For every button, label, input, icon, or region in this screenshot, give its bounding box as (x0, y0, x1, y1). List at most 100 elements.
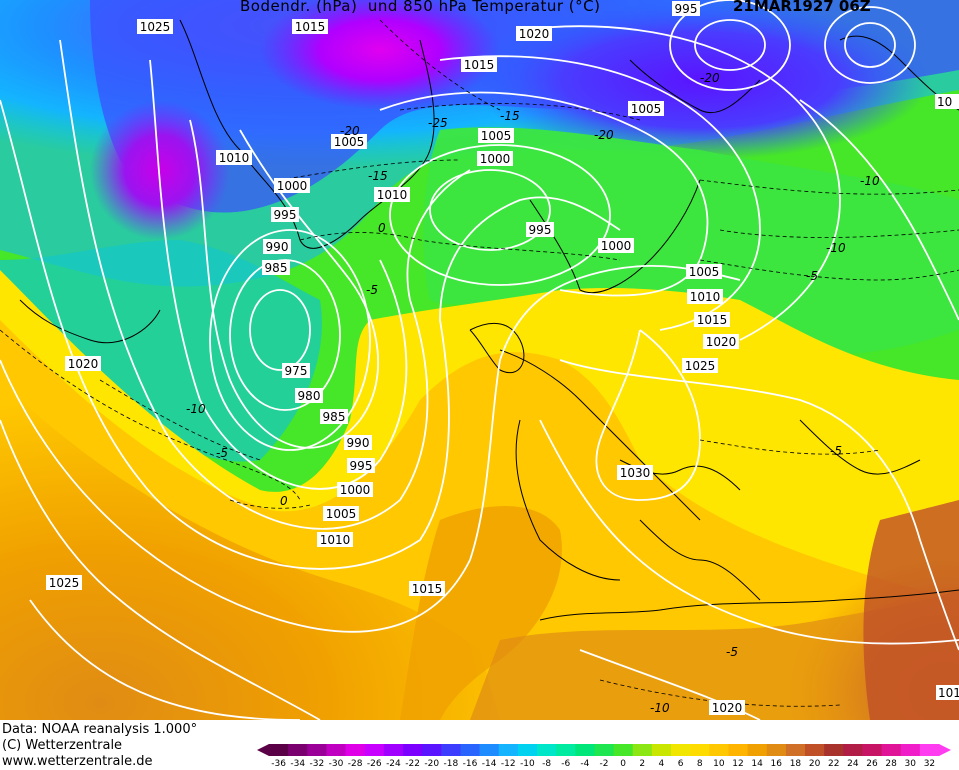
colorbar-tick-label: -36 (271, 759, 286, 769)
colorbar-tick-label: -8 (542, 759, 551, 769)
colorbar-tick-label: 20 (809, 759, 821, 769)
isobar-label: 985 (320, 409, 348, 424)
colorbar-tick-label: 22 (828, 759, 839, 769)
colorbar-tick-label: -34 (290, 759, 305, 769)
isobar-label: 1015 (694, 312, 730, 327)
deep-orange-sw (0, 380, 500, 720)
isobar-label: 1020 (65, 356, 101, 371)
colorbar-swatch (556, 744, 576, 756)
isobar-label: 1025 (46, 575, 82, 590)
isobar-label: 1025 (682, 358, 718, 373)
svg-text:995: 995 (274, 208, 297, 222)
colorbar-tick-label: 28 (885, 759, 897, 769)
isobar-label: 1030 (617, 465, 653, 480)
colorbar-tick-label: -30 (329, 759, 344, 769)
colorbar-tick-label: 0 (620, 759, 626, 769)
colorbar-tick-label: -2 (600, 759, 609, 769)
svg-text:990: 990 (266, 240, 289, 254)
svg-text:101: 101 (938, 686, 959, 700)
red-southeast (863, 500, 959, 720)
isobar-label: 1010 (317, 532, 353, 547)
isobar-label: 1005 (478, 128, 514, 143)
colorbar-tick-label: 32 (924, 759, 935, 769)
colorbar-swatch (690, 744, 710, 756)
temp-label: 0 (378, 221, 386, 235)
svg-text:1000: 1000 (480, 152, 511, 166)
green-scandinavia (423, 127, 959, 354)
colorbar-tick-label: 30 (905, 759, 917, 769)
colorbar-swatch (651, 744, 672, 756)
temp-label: -10 (860, 174, 880, 188)
svg-text:1015: 1015 (697, 313, 728, 327)
svg-text:1020: 1020 (68, 357, 99, 371)
colorbar-swatch (824, 744, 844, 756)
svg-text:1005: 1005 (631, 102, 662, 116)
colorbar-swatch (479, 744, 500, 756)
colorbar-tick-label: 24 (847, 759, 859, 769)
colorbar-swatch (709, 744, 729, 756)
svg-text:995: 995 (529, 223, 552, 237)
colorbar-swatch (613, 744, 634, 756)
colorbar-swatch (594, 744, 615, 756)
isobar-label: 1005 (331, 134, 367, 149)
colorbar-tick-label: -22 (405, 759, 420, 769)
colorbar-swatch (517, 744, 538, 756)
svg-text:1025: 1025 (140, 20, 171, 34)
colorbar-swatch (632, 744, 653, 756)
isobar-labels: 1025 1015 1020 1015 1005 1010 1005 1000 … (46, 1, 959, 715)
colorbar-tick-label: -16 (463, 759, 478, 769)
svg-text:1005: 1005 (689, 265, 720, 279)
colorbar-swatch (441, 744, 461, 756)
svg-text:1005: 1005 (481, 129, 512, 143)
colorbar-swatch (345, 744, 366, 756)
data-source-text: Data: NOAA reanalysis 1.000° (2, 722, 198, 737)
colorbar-tick-label: -4 (580, 759, 589, 769)
temp-label: -10 (186, 402, 206, 416)
isobar-label: 1005 (323, 506, 359, 521)
isobars (0, 0, 959, 720)
isobar-label: 1020 (516, 26, 552, 41)
isobar-label: 1015 (461, 57, 497, 72)
svg-text:1000: 1000 (340, 483, 371, 497)
temp-label: -25 (428, 116, 448, 130)
svg-text:1015: 1015 (464, 58, 495, 72)
svg-text:1015: 1015 (412, 582, 443, 596)
colorbar-tick-label: 4 (659, 759, 665, 769)
colorbar-swatch (843, 744, 863, 756)
colorbar-swatch (881, 744, 902, 756)
colorbar-tick-label: 8 (697, 759, 703, 769)
temp-label: -5 (726, 645, 738, 659)
temp-label: -5 (806, 269, 818, 283)
svg-text:1010: 1010 (377, 188, 408, 202)
temp-label: -20 (700, 71, 720, 85)
colorbar-swatch (785, 744, 806, 756)
colorbar-tick-label: -26 (367, 759, 382, 769)
temp-label: -20 (594, 128, 614, 142)
svg-text:1005: 1005 (326, 507, 357, 521)
isobar-label: 995 (526, 222, 554, 237)
isobar-label: 1015 (409, 581, 445, 596)
isobar-label: 101 (936, 685, 959, 700)
colorbar-tick-label: -12 (501, 759, 516, 769)
isobar-label: 980 (295, 388, 323, 403)
colorbar-tick-label: 18 (790, 759, 802, 769)
isobar-label: 1000 (274, 178, 310, 193)
colorbar-swatch (919, 744, 940, 756)
colorbar-tick-label: -6 (561, 759, 570, 769)
isobar-label: 1000 (337, 482, 373, 497)
isobar-label: 1000 (598, 238, 634, 253)
colorbar-swatch (747, 744, 768, 756)
colorbar-swatch (537, 744, 557, 756)
colorbar-tick-label: -18 (444, 759, 459, 769)
colorbar-swatch (288, 744, 308, 756)
colorbar-tick-label: -32 (310, 759, 325, 769)
colorbar-tick-label: 16 (771, 759, 783, 769)
colorbar-swatch (575, 744, 595, 756)
isobar-label: 1010 (216, 150, 252, 165)
colorbar-arrow-left (257, 744, 269, 756)
svg-text:1015: 1015 (295, 20, 326, 34)
isobar-label: 1000 (477, 151, 513, 166)
colorbar-swatch (805, 744, 825, 756)
svg-text:1010: 1010 (320, 533, 351, 547)
temp-label: -5 (830, 444, 842, 458)
